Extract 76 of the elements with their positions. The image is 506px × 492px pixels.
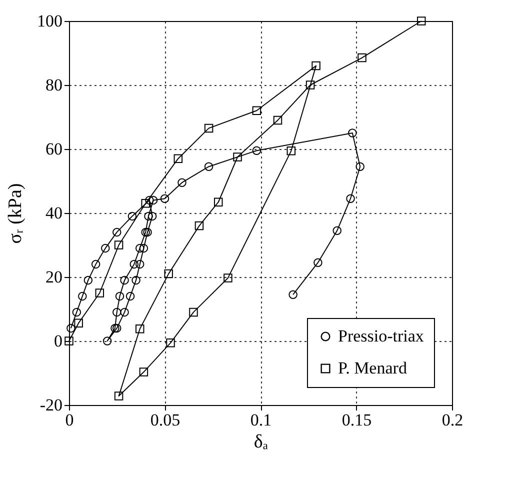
point [348,128,357,138]
point [135,244,144,253]
point [139,244,148,253]
y-tick-label: 40 [46,204,62,222]
y-tick-label: 80 [46,76,62,94]
point [74,318,83,328]
point [312,61,320,70]
x-tick-label: 0 [65,410,74,430]
point [114,240,124,250]
point [115,292,124,301]
point [95,288,104,298]
point [314,258,322,267]
point [101,244,110,253]
x-axis-title: δₐ [254,432,268,452]
point [204,124,214,133]
y-tick-label: -20 [40,396,62,414]
point [144,212,153,221]
point [110,324,120,333]
point [143,228,152,237]
point [194,221,204,230]
x-tick-label: 0.1 [250,410,272,430]
point [233,152,242,162]
point [164,269,173,278]
point [189,308,198,317]
point [114,392,124,400]
point [346,194,355,203]
point [252,106,262,115]
point [178,178,186,187]
point [120,276,129,285]
point [160,194,170,203]
point [358,53,366,62]
y-tick-label: 0 [54,332,62,350]
point [130,260,138,269]
point [306,80,315,90]
point [126,292,135,301]
point [252,146,262,155]
x-tick-label: 0.05 [150,410,180,430]
point [166,338,175,348]
y-tick-label: 20 [46,268,62,286]
point [112,228,122,237]
point [135,324,144,334]
point [102,336,112,346]
x-tick-label: 0.2 [442,410,464,430]
point [135,260,144,269]
point [72,308,82,317]
point [84,276,93,285]
point [132,276,140,285]
point [141,228,150,237]
point [66,324,76,333]
point [174,154,183,163]
point [288,290,298,299]
y-tick-label: 60 [46,140,62,158]
point [332,226,342,235]
y-tick-label: 100 [37,12,62,30]
point [78,292,87,301]
point [139,368,148,376]
point [214,198,223,206]
point [120,308,129,317]
point [141,199,150,208]
point [148,196,158,205]
legend-label: P. Menard [338,358,408,378]
y-axis-title: σᵣ (kPa) [5,183,26,244]
point [112,324,122,333]
point [145,196,154,205]
point [273,116,282,125]
point [148,212,157,221]
point [128,212,137,221]
x-tick-label: 0.15 [342,410,372,430]
point [204,162,214,171]
point [224,274,232,282]
point [356,162,364,171]
point [416,16,426,26]
point [91,260,100,269]
point [286,146,296,156]
point [112,308,122,317]
legend-label: Pressio-triax [338,326,424,346]
